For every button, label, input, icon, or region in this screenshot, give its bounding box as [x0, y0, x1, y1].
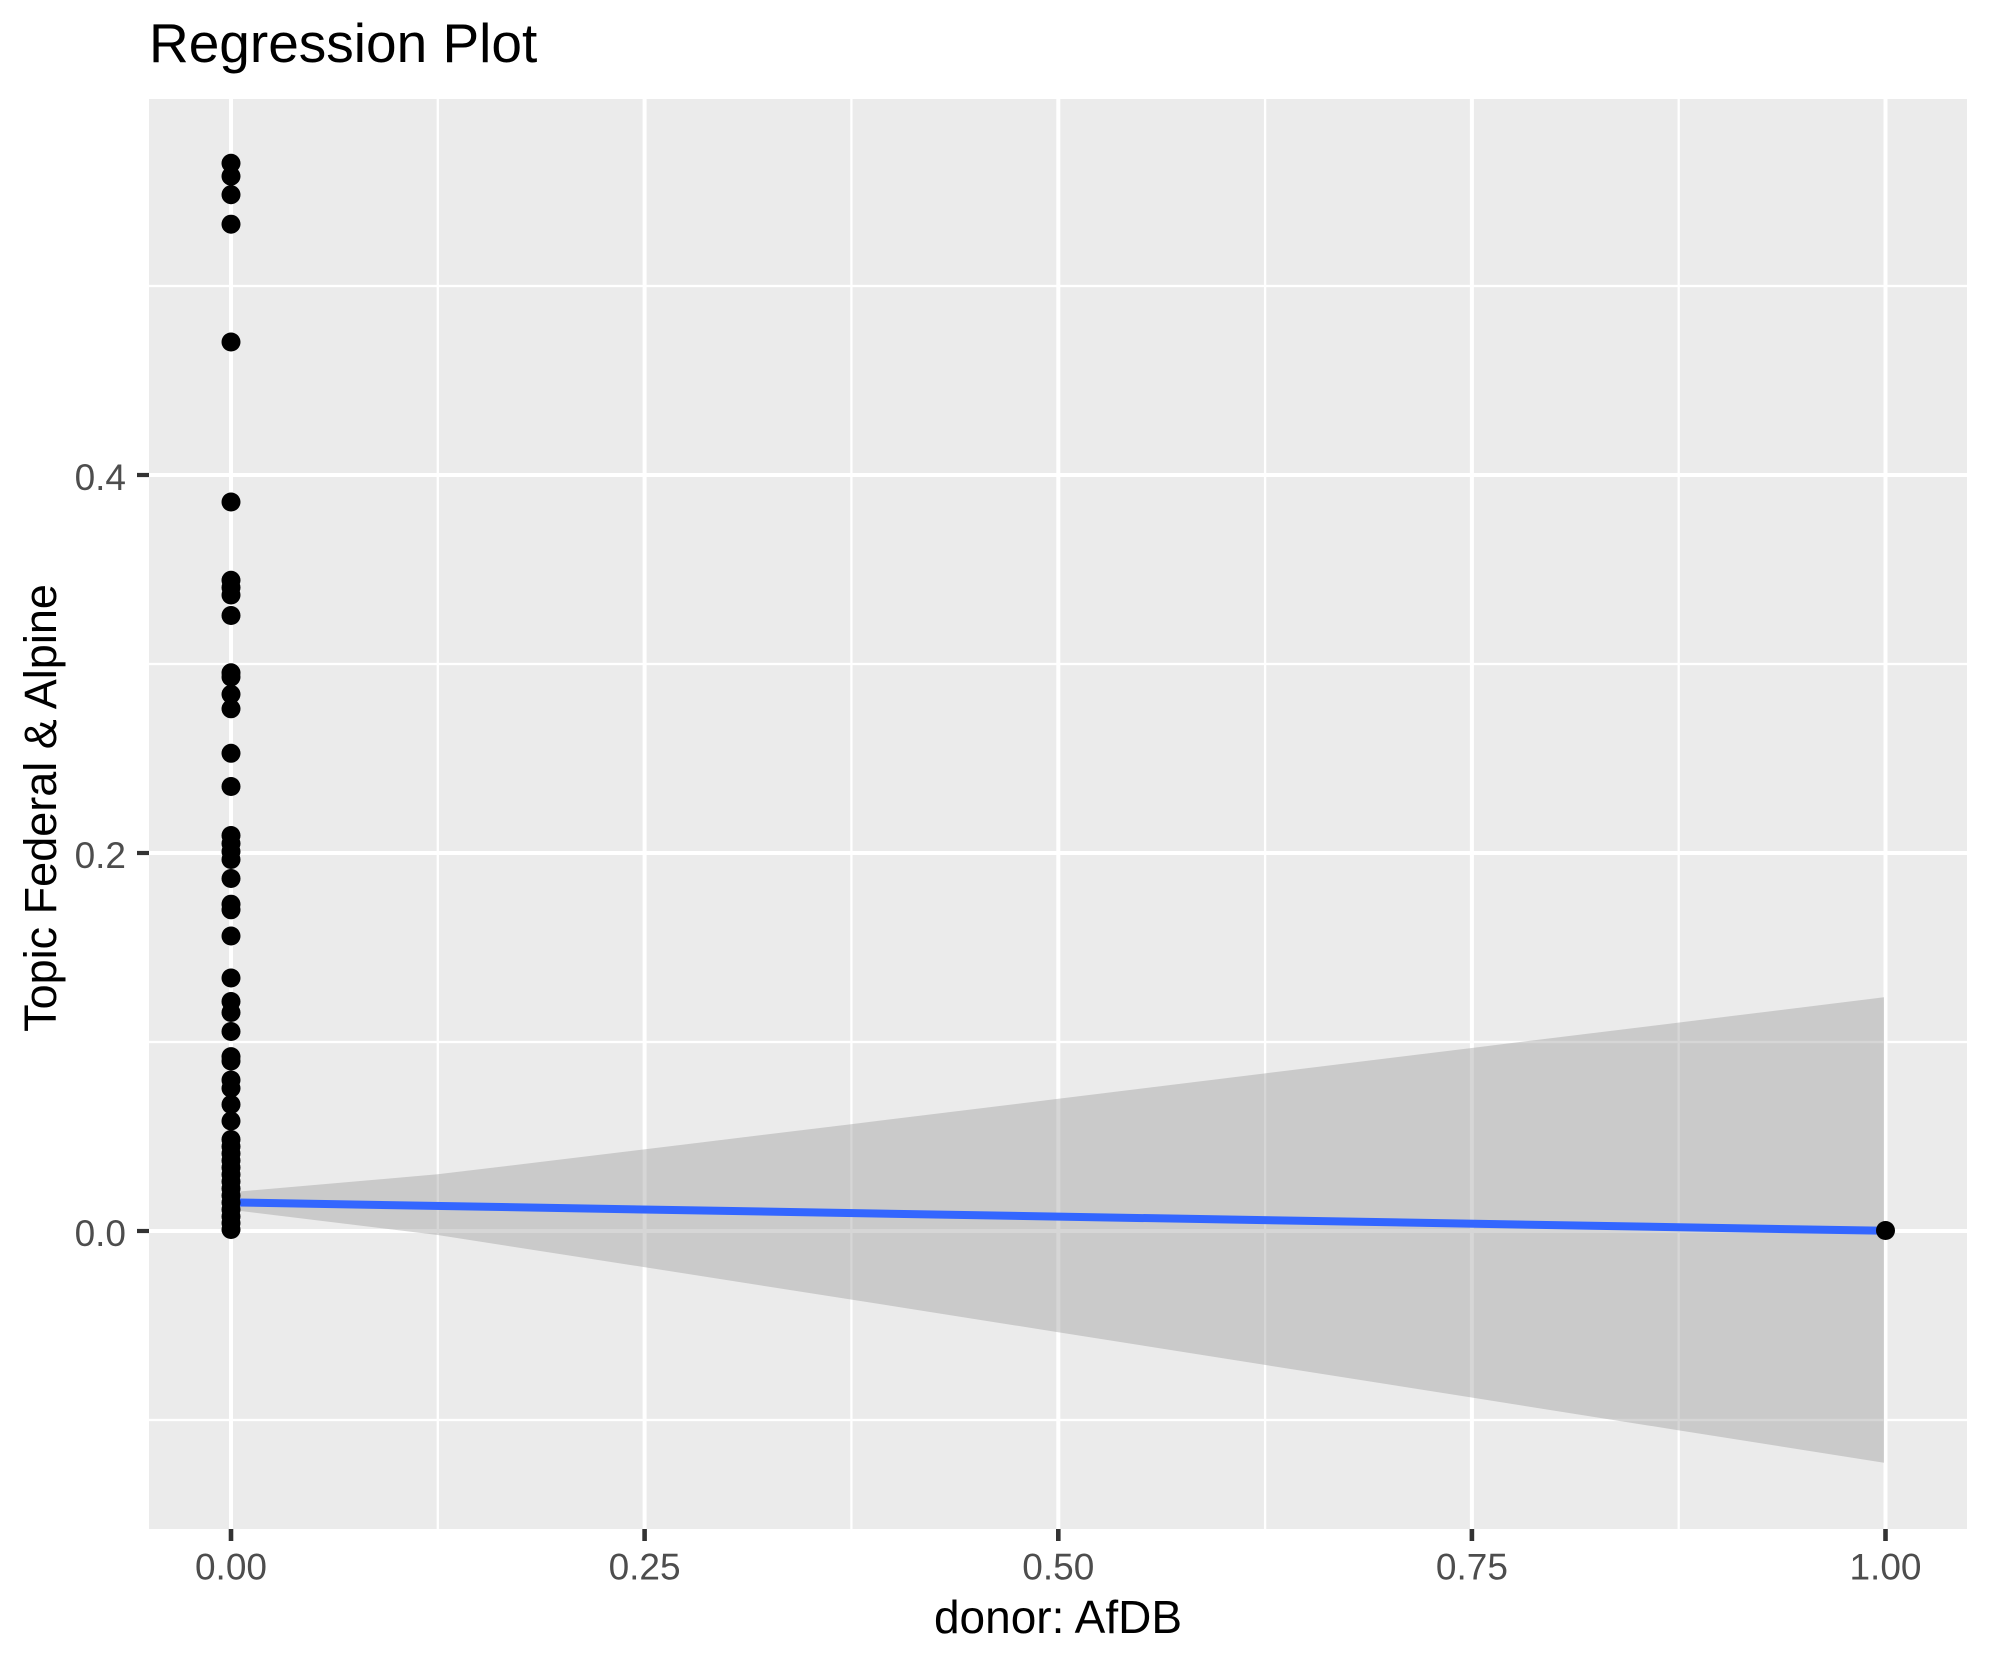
svg-text:0.2: 0.2	[75, 835, 126, 876]
svg-text:0.75: 0.75	[1436, 1547, 1508, 1588]
svg-text:0.50: 0.50	[1022, 1547, 1094, 1588]
svg-text:0.00: 0.00	[195, 1547, 267, 1588]
svg-text:0.25: 0.25	[609, 1547, 681, 1588]
svg-text:Regression Plot: Regression Plot	[149, 12, 537, 74]
svg-text:donor: AfDB: donor: AfDB	[934, 1591, 1182, 1643]
svg-text:0.0: 0.0	[75, 1213, 126, 1254]
svg-text:0.4: 0.4	[75, 457, 126, 498]
svg-text:Topic Federal & Alpine: Topic Federal & Alpine	[15, 584, 66, 1032]
svg-text:1.00: 1.00	[1849, 1547, 1921, 1588]
